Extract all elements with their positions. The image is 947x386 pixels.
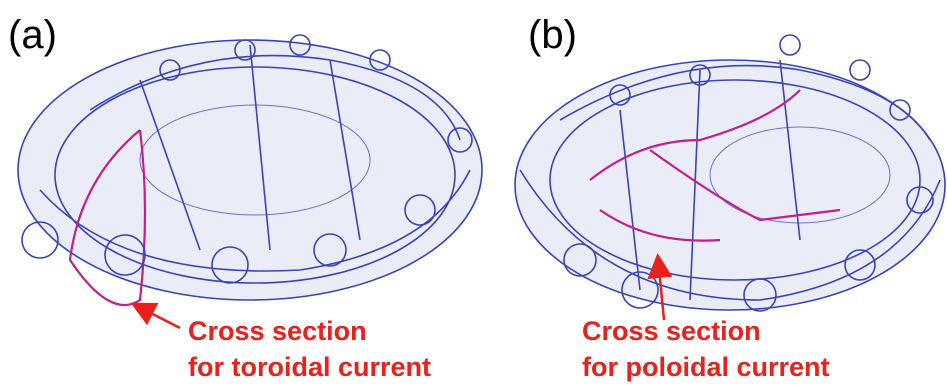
annotation: for poloidal current	[582, 352, 830, 382]
panel-label: (a)	[8, 13, 57, 57]
arrow	[135, 305, 180, 328]
figure: (a) (b) Cross section for toroidal curre…	[0, 0, 947, 386]
annotation: for toroidal current	[188, 352, 431, 382]
panel-label: (b)	[528, 13, 577, 57]
annotation: Cross section	[582, 316, 761, 346]
render-b	[515, 35, 945, 311]
render-a	[18, 35, 482, 305]
annotation: Cross section	[188, 316, 367, 346]
